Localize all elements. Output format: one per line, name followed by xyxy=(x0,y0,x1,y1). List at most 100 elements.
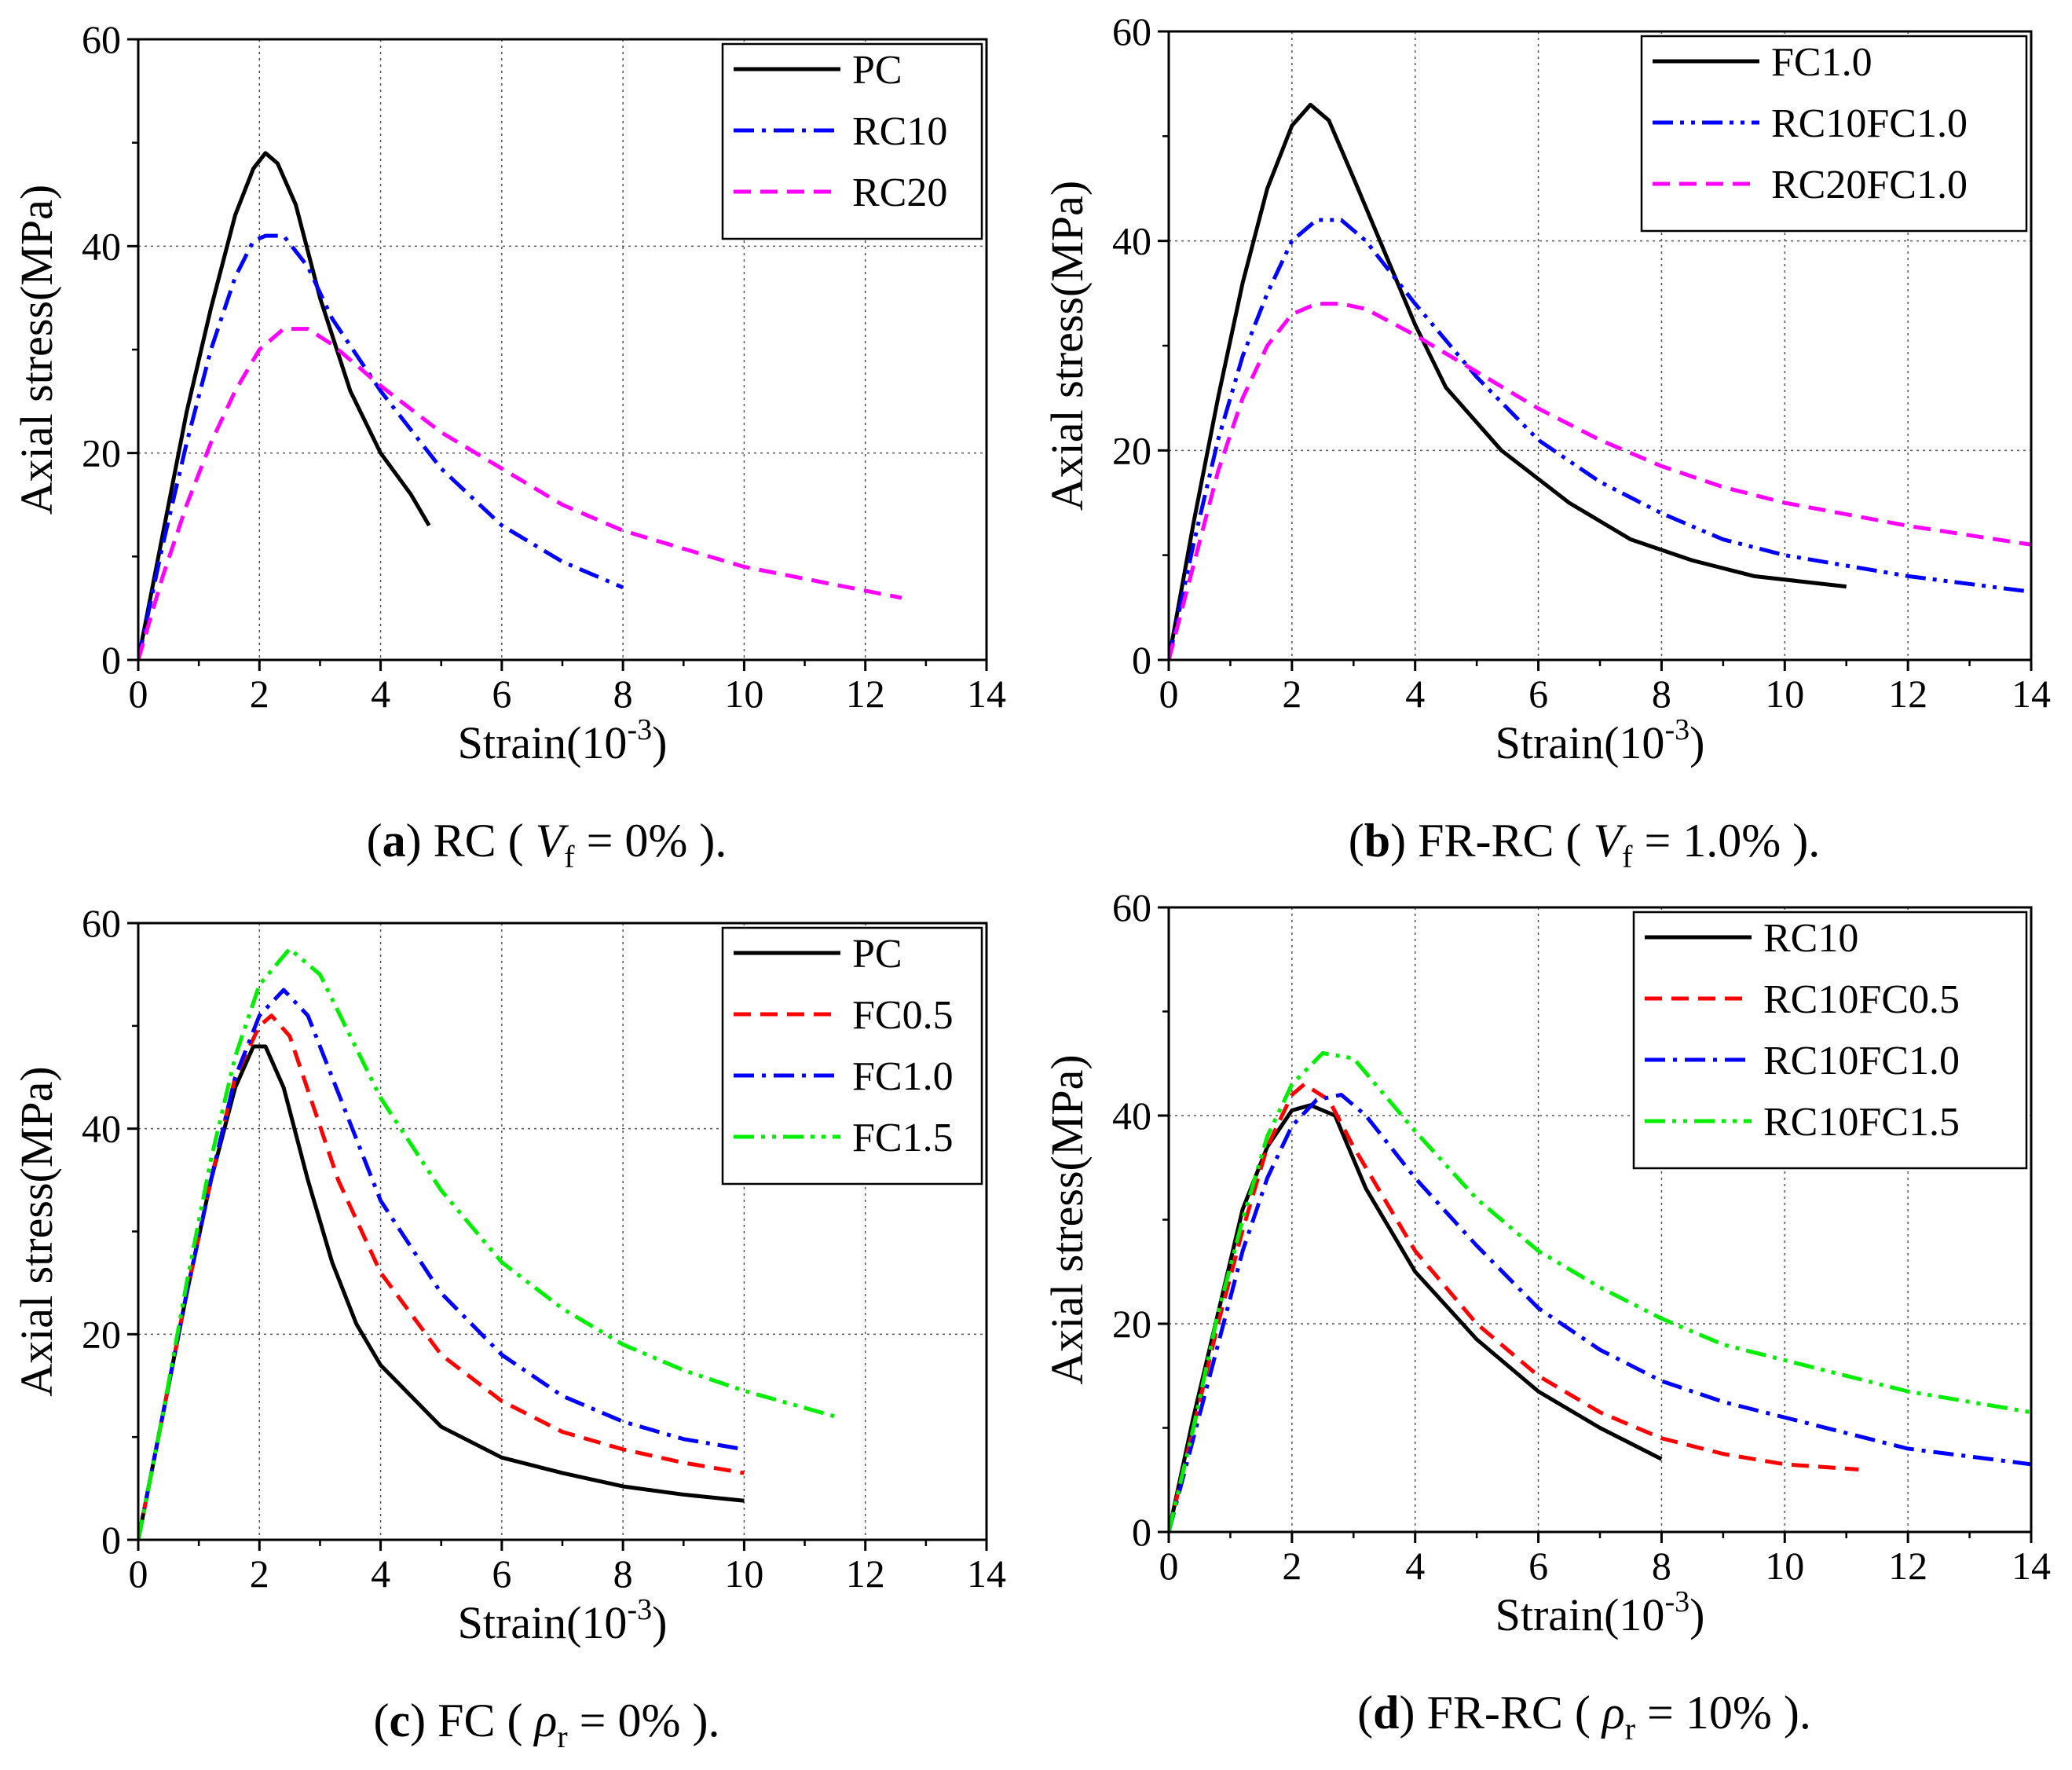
x-tick-label: 12 xyxy=(1888,1544,1927,1588)
x-tick-label: 12 xyxy=(846,1552,885,1596)
legend-label: RC10FC1.0 xyxy=(1763,1039,1960,1083)
caption-text: FC ( xyxy=(437,1695,534,1746)
y-tick-label: 0 xyxy=(101,1518,121,1562)
y-tick-label: 60 xyxy=(1112,885,1151,929)
series-line-rc20 xyxy=(138,327,902,660)
series-line-rc10fc1-5 xyxy=(1169,1051,2031,1532)
series-line-rc10fc1-0 xyxy=(1169,218,2031,660)
x-axis-label: Strain(10-3) xyxy=(1495,1585,1705,1640)
y-tick-label: 60 xyxy=(82,901,121,945)
x-axis-label-base: Strain(10 xyxy=(1495,717,1665,768)
legend-box xyxy=(1632,911,2028,1170)
caption-close-paren: ) xyxy=(410,1695,437,1746)
caption-close-paren: ) xyxy=(1400,1687,1427,1739)
caption-subscript: f xyxy=(564,839,575,874)
legend-label: PC xyxy=(852,48,902,93)
caption-subscript: r xyxy=(557,1719,567,1754)
caption-variable: V xyxy=(1593,815,1627,867)
legend-label: RC10FC1.5 xyxy=(1763,1100,1960,1145)
y-tick-label: 40 xyxy=(82,1107,121,1151)
x-tick-label: 4 xyxy=(1405,672,1425,716)
caption-text: FR-RC ( xyxy=(1427,1687,1602,1739)
x-tick-label: 0 xyxy=(129,672,148,716)
x-tick-label: 10 xyxy=(1765,1544,1804,1588)
caption-close-paren: ) xyxy=(406,815,434,867)
caption-panel-label: b xyxy=(1364,815,1390,867)
x-tick-label: 8 xyxy=(613,672,633,716)
y-axis-label: Axial stress(MPa) xyxy=(11,1066,62,1396)
legend-label: RC10 xyxy=(1763,916,1858,961)
caption-panel-label: a xyxy=(383,815,406,867)
y-tick-label: 20 xyxy=(82,431,121,475)
caption-panel-label: d xyxy=(1373,1687,1399,1739)
caption-open-paren: ( xyxy=(374,1695,390,1746)
x-tick-label: 0 xyxy=(1159,672,1179,716)
y-tick-label: 60 xyxy=(1112,9,1151,53)
caption-open-paren: ( xyxy=(1357,1687,1373,1739)
x-axis-label-end: ) xyxy=(1689,1589,1704,1640)
x-tick-label: 14 xyxy=(2012,672,2051,716)
legend-label: FC1.0 xyxy=(1771,40,1872,85)
y-axis-label: Axial stress(MPa) xyxy=(1041,181,1093,511)
legend-label: RC10FC1.0 xyxy=(1771,101,1968,146)
chart-panel-b: 0 2 4 6 8 10 12 14 0 20 40 60 Axial stress(MPa) Strai… xyxy=(1041,9,2051,874)
x-tick-label: 6 xyxy=(1528,1544,1548,1588)
legend-label: FC1.0 xyxy=(852,1054,954,1099)
chart-panel-d: 0 2 4 6 8 10 12 14 0 20 40 60 Axial stress(MPa) Strai… xyxy=(1041,885,2051,1746)
chart-panel-c: 0 2 4 6 8 10 12 14 0 20 40 60 Axial stress(MPa) Strai… xyxy=(11,901,1006,1754)
legend-label: FC0.5 xyxy=(852,993,954,1038)
legend-box xyxy=(721,42,983,240)
x-axis-label: Strain(10-3) xyxy=(458,1593,668,1648)
x-tick-label: 10 xyxy=(1765,672,1804,716)
x-tick-label: 10 xyxy=(724,1552,763,1596)
x-tick-label: 14 xyxy=(967,1552,1006,1596)
series-line-fc1-5 xyxy=(138,947,836,1540)
x-axis-label-end: ) xyxy=(652,1597,667,1648)
x-tick-label: 2 xyxy=(250,672,269,716)
chart-panel-a: 0 2 4 6 8 10 12 14 0 20 40 60 Axial stress(MPa) Strai… xyxy=(11,17,1006,874)
x-tick-label: 2 xyxy=(1282,672,1301,716)
x-tick-label: 12 xyxy=(1888,672,1927,716)
series-line-fc0-5 xyxy=(138,1013,745,1540)
legend-label: RC10 xyxy=(852,109,947,154)
y-tick-label: 0 xyxy=(101,638,121,682)
x-tick-label: 14 xyxy=(2012,1544,2051,1588)
series-line-fc1-0 xyxy=(138,988,745,1540)
y-tick-label: 40 xyxy=(1112,219,1151,263)
series-line-rc20fc1-0 xyxy=(1169,302,2031,660)
x-axis-label-base: Strain(10 xyxy=(458,717,628,768)
y-tick-label: 60 xyxy=(82,17,121,61)
legend-label: RC10FC0.5 xyxy=(1763,977,1960,1022)
series-line-fc1-0 xyxy=(1169,102,1847,660)
x-tick-label: 12 xyxy=(846,672,885,716)
caption-open-paren: ( xyxy=(1349,815,1364,867)
y-axis-label: Axial stress(MPa) xyxy=(1041,1054,1093,1384)
caption-variable: ρ xyxy=(1601,1687,1625,1739)
legend-label: FC1.5 xyxy=(852,1116,954,1160)
series-line-pc xyxy=(138,151,431,660)
panel-caption: (b) FR-RC ( Vf = 1.0% ). xyxy=(1349,815,1821,874)
caption-text: FR-RC ( xyxy=(1418,815,1593,867)
x-axis-label: Strain(10-3) xyxy=(1495,713,1705,768)
panel-caption: (c) FC ( ρr = 0% ). xyxy=(374,1695,720,1754)
caption-text: RC ( xyxy=(434,815,536,867)
y-tick-label: 20 xyxy=(82,1312,121,1356)
x-tick-label: 6 xyxy=(492,672,511,716)
x-tick-label: 2 xyxy=(1282,1544,1301,1588)
legend: PC FC0.5 FC1.0 FC1.5 xyxy=(721,926,983,1185)
y-tick-label: 0 xyxy=(1132,1510,1151,1554)
legend: PC RC10 RC20 xyxy=(721,42,983,240)
caption-subscript: f xyxy=(1622,839,1633,874)
caption-variable: ρ xyxy=(533,1695,558,1746)
y-tick-label: 40 xyxy=(82,224,121,268)
x-axis-label-exponent: -3 xyxy=(627,1593,652,1626)
x-axis-label-end: ) xyxy=(1689,717,1704,768)
x-tick-label: 0 xyxy=(129,1552,148,1596)
x-tick-label: 8 xyxy=(1652,672,1671,716)
x-axis-label-base: Strain(10 xyxy=(1495,1589,1665,1640)
legend-box xyxy=(721,926,983,1185)
legend: RC10 RC10FC0.5 RC10FC1.0 RC10FC1.5 xyxy=(1632,911,2028,1170)
panel-caption: (d) FR-RC ( ρr = 10% ). xyxy=(1357,1687,1811,1746)
caption-value: = 0% ). xyxy=(575,815,727,867)
x-axis-label-end: ) xyxy=(652,717,667,768)
